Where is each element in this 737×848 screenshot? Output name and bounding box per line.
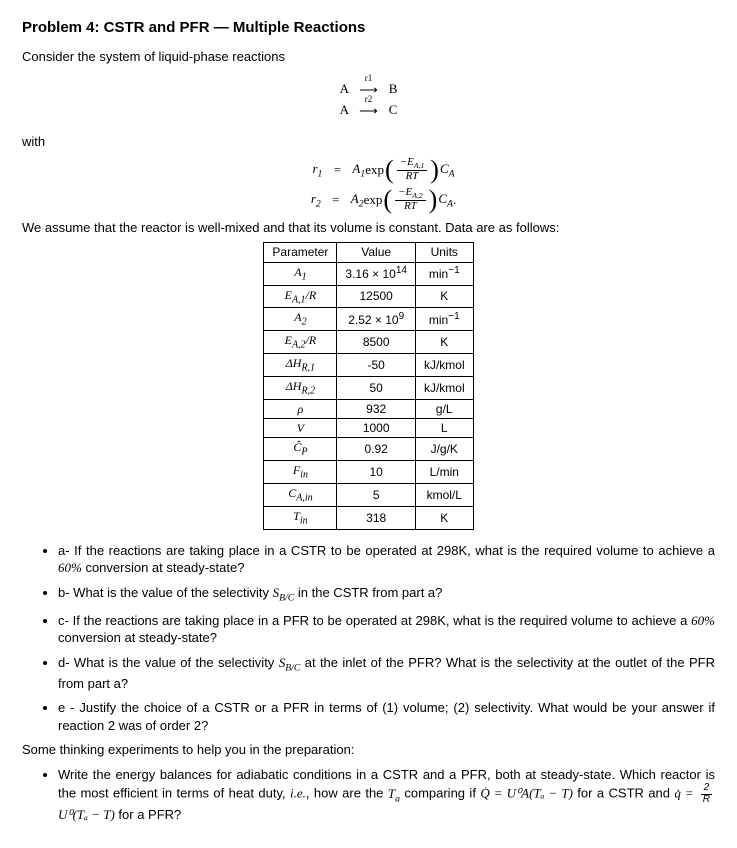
table-row: EA,2/R8500K: [264, 331, 473, 354]
with-text: with: [22, 133, 715, 151]
table-row: Fin10L/min: [264, 461, 473, 484]
th-parameter: Parameter: [264, 243, 337, 262]
intro-text: Consider the system of liquid-phase reac…: [22, 48, 715, 66]
parameter-table: Parameter Value Units A13.16 × 1014min−1…: [263, 242, 473, 529]
page-title: Problem 4: CSTR and PFR — Multiple React…: [22, 18, 715, 38]
rxn2-right: C: [389, 102, 398, 117]
table-row: EA,1/R12500K: [264, 285, 473, 308]
th-value: Value: [337, 243, 416, 262]
question-d: d- What is the value of the selectivity …: [58, 654, 715, 692]
rxn1-left: A: [340, 81, 349, 96]
question-c: c- If the reactions are taking place in …: [58, 612, 715, 647]
question-a: a- If the reactions are taking place in …: [58, 542, 715, 577]
table-row: Tin318K: [264, 507, 473, 530]
table-row: A22.52 × 109min−1: [264, 308, 473, 331]
table-row: ΔHR,1-50kJ/kmol: [264, 354, 473, 377]
reaction-scheme: A r1 ⟶ B A r2 ⟶ C: [22, 80, 715, 120]
table-row: ĈP0.92J/g/K: [264, 438, 473, 461]
thinking-intro: Some thinking experiments to help you in…: [22, 741, 715, 759]
thinking-list: Write the energy balances for adiabatic …: [22, 766, 715, 823]
question-list: a- If the reactions are taking place in …: [22, 542, 715, 734]
table-row: A13.16 × 1014min−1: [264, 262, 473, 285]
assumption-text: We assume that the reactor is well-mixed…: [22, 219, 715, 237]
thinking-bullet: Write the energy balances for adiabatic …: [58, 766, 715, 823]
table-row: ρ932g/L: [264, 399, 473, 418]
rxn2-left: A: [340, 102, 349, 117]
th-units: Units: [415, 243, 473, 262]
question-e: e - Justify the choice of a CSTR or a PF…: [58, 699, 715, 734]
table-row: CA,in5kmol/L: [264, 484, 473, 507]
question-b: b- What is the value of the selectivity …: [58, 584, 715, 605]
table-row: V1000L: [264, 419, 473, 438]
table-row: ΔHR,250kJ/kmol: [264, 377, 473, 400]
rxn1-right: B: [389, 81, 398, 96]
rate-equations: r1 = A1 exp ( −EA,1 RT ) CA r2 = A2 exp …: [22, 157, 715, 213]
rxn2-arrow: r2 ⟶: [352, 102, 386, 120]
